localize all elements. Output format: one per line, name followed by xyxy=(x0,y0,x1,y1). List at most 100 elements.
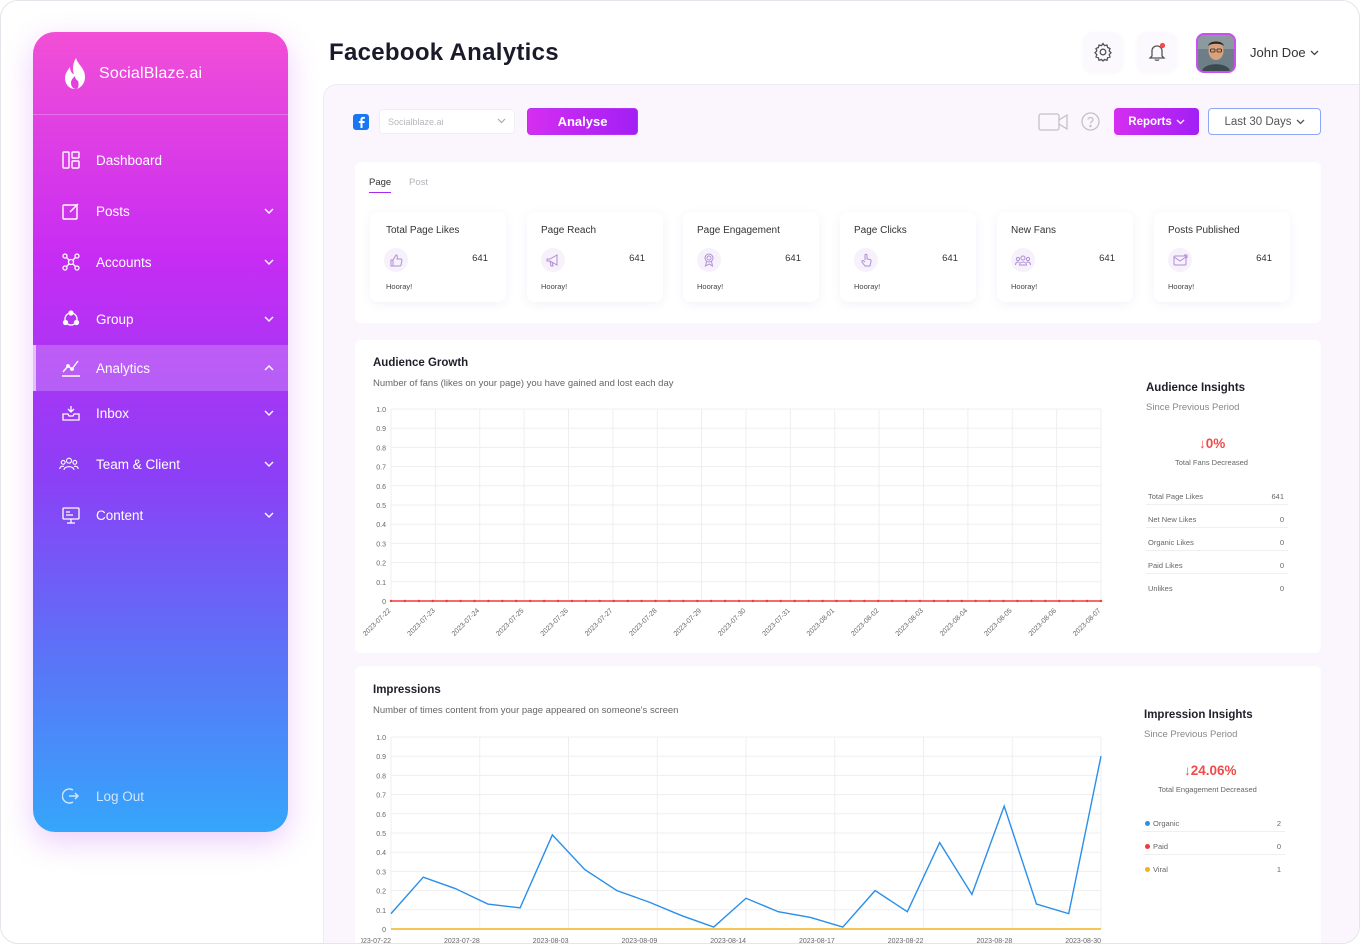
y-tick-label: 1.0 xyxy=(376,735,386,742)
y-tick-label: 0.3 xyxy=(376,541,386,548)
data-point xyxy=(570,599,574,603)
x-tick-label: 2023-07-30 xyxy=(717,607,747,637)
insight-value: 0 xyxy=(1279,515,1284,524)
y-tick-label: 0.7 xyxy=(376,793,386,800)
chevron-up-icon xyxy=(264,363,274,373)
settings-button[interactable] xyxy=(1083,32,1123,72)
data-point xyxy=(640,599,643,603)
data-point xyxy=(821,599,824,603)
group-icon xyxy=(61,309,81,329)
stat-card-posts-published: Posts Published 641 Hooray! xyxy=(1154,212,1290,302)
sidebar-item-label: Dashboard xyxy=(96,152,163,168)
data-point xyxy=(612,599,615,603)
chevron-down-icon xyxy=(264,408,274,418)
impression-insights-subtitle: Since Previous Period xyxy=(1144,729,1238,740)
insight-value: 0 xyxy=(1276,842,1281,851)
brand-name: SocialBlaze.ai xyxy=(99,65,203,82)
sidebar-item-content[interactable]: Content xyxy=(33,492,288,538)
insight-label: Organic Likes xyxy=(1148,538,1194,547)
legend-label: Paid xyxy=(1153,842,1169,851)
audience-insights-percent: ↓0% xyxy=(1199,436,1226,451)
sidebar-item-dashboard[interactable]: Dashboard xyxy=(33,137,288,183)
data-point xyxy=(1044,599,1047,603)
y-tick-label: 0.6 xyxy=(376,812,386,819)
data-point xyxy=(1085,599,1089,603)
chevron-down-icon xyxy=(264,459,274,469)
reports-button[interactable]: Reports xyxy=(1114,108,1199,135)
tab-post[interactable]: Post xyxy=(409,177,429,188)
data-point xyxy=(515,599,518,603)
x-tick-label: 2023-08-14 xyxy=(710,938,746,944)
stat-title: Total Page Likes xyxy=(386,225,460,236)
sidebar-item-label: Team & Client xyxy=(96,456,181,472)
data-point xyxy=(445,599,448,603)
video-camera-icon[interactable] xyxy=(1038,113,1068,131)
x-tick-label: 2023-08-01 xyxy=(806,607,836,637)
data-point xyxy=(696,599,699,603)
sidebar-item-team-client[interactable]: Team & Client xyxy=(33,441,288,487)
network-icon xyxy=(61,252,81,272)
data-point xyxy=(932,599,936,603)
sidebar-item-analytics[interactable]: Analytics xyxy=(33,345,288,391)
stat-card-page-engagement: Page Engagement 641 Hooray! xyxy=(683,212,819,302)
data-point xyxy=(974,599,977,603)
x-tick-label: 2023-07-29 xyxy=(673,607,703,637)
stat-card-page-clicks: Page Clicks 641 Hooray! xyxy=(840,212,976,302)
tab-page[interactable]: Page xyxy=(369,177,392,193)
data-point xyxy=(849,599,852,603)
impressions-card xyxy=(355,666,1321,943)
stat-title: Page Reach xyxy=(541,225,597,236)
data-point xyxy=(1016,599,1019,603)
stat-value: 641 xyxy=(629,253,645,264)
sidebar-item-accounts[interactable]: Accounts xyxy=(33,239,288,285)
sidebar-item-posts[interactable]: Posts xyxy=(33,188,288,234)
data-point xyxy=(793,599,796,603)
brand[interactable]: SocialBlaze.ai xyxy=(61,56,202,92)
x-tick-label: 2023-08-30 xyxy=(1065,938,1101,944)
insight-value: 2 xyxy=(1276,819,1281,828)
logout-button[interactable]: Log Out xyxy=(33,773,288,819)
stat-card-new-fans: New Fans 641 Hooray! xyxy=(997,212,1133,302)
data-point xyxy=(389,599,393,603)
x-tick-label: 2023-07-23 xyxy=(407,607,437,637)
insight-value: 641 xyxy=(1271,492,1284,501)
data-point xyxy=(1071,599,1075,603)
date-range-select[interactable]: Last 30 Days xyxy=(1208,108,1321,135)
x-tick-label: 2023-08-17 xyxy=(799,938,835,944)
reports-label: Reports xyxy=(1128,115,1172,128)
y-tick-label: 0.1 xyxy=(376,908,386,915)
x-tick-label: 2023-08-03 xyxy=(533,938,569,944)
x-tick-label: 2023-08-07 xyxy=(1072,607,1102,637)
sidebar-divider xyxy=(33,114,288,115)
data-point xyxy=(904,599,908,603)
page-select[interactable]: Socialblaze.ai xyxy=(379,109,515,134)
insight-row: Paid 0 xyxy=(1143,837,1285,855)
y-tick-label: 0.5 xyxy=(376,831,386,838)
y-tick-label: 0.2 xyxy=(376,889,386,896)
data-point xyxy=(863,599,866,603)
sidebar-item-label: Inbox xyxy=(96,405,130,421)
user-menu[interactable]: John Doe xyxy=(1250,45,1319,60)
chevron-down-icon xyxy=(497,118,506,124)
help-icon[interactable] xyxy=(1081,112,1100,131)
stat-title: Posts Published xyxy=(1168,225,1240,236)
y-tick-label: 0 xyxy=(382,599,386,606)
y-tick-label: 0.9 xyxy=(376,426,386,433)
x-tick-label: 2023-08-22 xyxy=(888,938,924,944)
stat-note: Hooray! xyxy=(386,282,413,291)
analyse-button[interactable]: Analyse xyxy=(527,108,638,135)
legend-dot xyxy=(1145,844,1150,849)
insight-label: Organic xyxy=(1145,819,1179,828)
x-tick-label: 2023-07-22 xyxy=(361,938,391,944)
notifications-button[interactable] xyxy=(1137,32,1177,72)
avatar[interactable] xyxy=(1196,33,1236,73)
stat-value: 641 xyxy=(1099,253,1115,264)
sidebar-item-group[interactable]: Group xyxy=(33,296,288,342)
facebook-icon xyxy=(353,114,369,130)
data-point xyxy=(988,599,991,603)
chevron-down-icon xyxy=(264,314,274,324)
megaphone-icon xyxy=(541,248,565,272)
sidebar-item-inbox[interactable]: Inbox xyxy=(33,390,288,436)
y-tick-label: 0.3 xyxy=(376,869,386,876)
stat-note: Hooray! xyxy=(541,282,568,291)
